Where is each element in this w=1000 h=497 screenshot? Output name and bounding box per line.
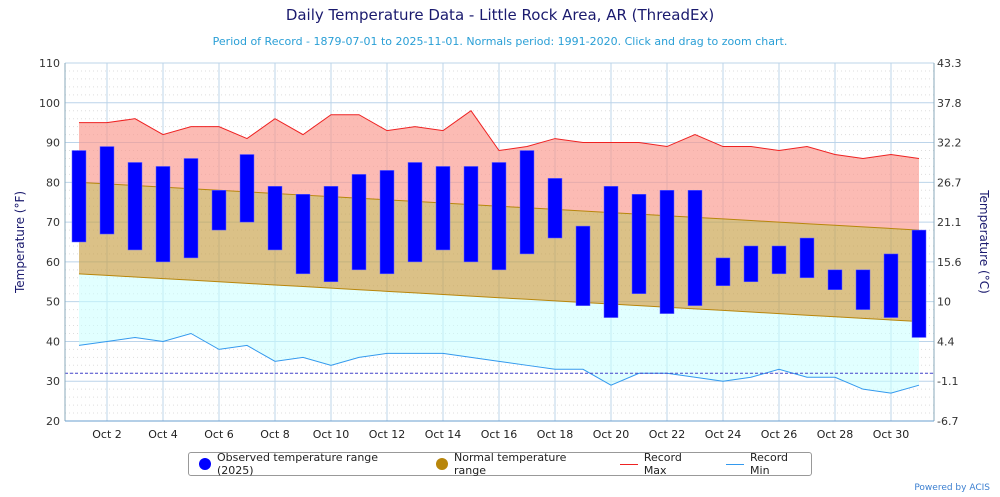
observed-bar[interactable] [127, 162, 143, 251]
observed-bar[interactable] [799, 237, 815, 279]
legend-record-max[interactable]: Record Max [619, 451, 708, 477]
y-right-tick-label: 43.3 [937, 57, 962, 70]
chart-title: Daily Temperature Data - Little Rock Are… [285, 6, 715, 24]
x-tick-label: Oct 14 [425, 428, 462, 441]
record-min-band [79, 273, 919, 394]
observed-bar[interactable] [407, 162, 423, 263]
y-right-tick-label: 15.6 [937, 256, 962, 269]
observed-bar[interactable] [267, 186, 283, 251]
x-tick-label: Oct 6 [204, 428, 234, 441]
observed-swatch [199, 458, 211, 470]
observed-bar[interactable] [743, 245, 759, 283]
y-right-tick-label: -6.7 [937, 415, 958, 428]
y-right-tick-label: 32.2 [937, 137, 962, 150]
observed-bar[interactable] [211, 190, 227, 231]
observed-bar[interactable] [855, 269, 871, 310]
x-tick-label: Oct 24 [705, 428, 742, 441]
legend-label: Observed temperature range (2025) [217, 451, 379, 477]
observed-bar[interactable] [547, 178, 563, 239]
observed-bar[interactable] [771, 245, 787, 275]
record-max-line [79, 110, 920, 159]
y-tick-label: 100 [39, 97, 60, 110]
legend: Observed temperature range (2025) Normal… [188, 451, 812, 477]
legend-observed[interactable]: Observed temperature range (2025) [199, 451, 418, 477]
y-tick-label: 20 [46, 415, 60, 428]
observed-bar[interactable] [883, 253, 899, 318]
x-tick-label: Oct 16 [481, 428, 518, 441]
observed-bar[interactable] [435, 166, 451, 251]
observed-bar[interactable] [323, 186, 339, 283]
y-right-tick-label: 37.8 [937, 97, 962, 110]
x-tick-label: Oct 2 [92, 428, 122, 441]
y-right-tick-label: -1.1 [937, 375, 958, 388]
observed-bar[interactable] [827, 269, 843, 290]
observed-bar[interactable] [239, 154, 255, 223]
legend-normal[interactable]: Normal temperature range [436, 451, 602, 477]
observed-bar[interactable] [911, 229, 927, 338]
y-tick-label: 70 [46, 216, 60, 229]
observed-bar[interactable] [659, 190, 675, 314]
y-tick-label: 80 [46, 176, 60, 189]
y-tick-label: 30 [46, 375, 60, 388]
x-tick-label: Oct 26 [761, 428, 798, 441]
observed-bar[interactable] [491, 162, 507, 271]
x-tick-label: Oct 30 [873, 428, 910, 441]
observed-bar[interactable] [631, 194, 647, 294]
y-right-tick-label: 26.7 [937, 176, 962, 189]
observed-bar[interactable] [183, 158, 199, 259]
x-tick-label: Oct 8 [260, 428, 290, 441]
observed-bar[interactable] [519, 150, 535, 255]
y-right-axis-title: Temperature (°C) [977, 189, 991, 294]
legend-label: Normal temperature range [454, 451, 567, 477]
observed-bar[interactable] [379, 170, 395, 275]
normal-swatch [436, 458, 448, 470]
observed-bar[interactable] [575, 225, 591, 306]
y-tick-label: 110 [39, 57, 60, 70]
y-tick-label: 90 [46, 137, 60, 150]
observed-bar[interactable] [715, 257, 731, 287]
observed-bar[interactable] [351, 174, 367, 271]
y-tick-label: 60 [46, 256, 60, 269]
observed-bar[interactable] [295, 194, 311, 275]
x-tick-label: Oct 28 [817, 428, 854, 441]
legend-label: Record Min [750, 451, 789, 477]
observed-bar[interactable] [687, 190, 703, 306]
y-right-tick-label: 4.4 [937, 335, 955, 348]
y-right-tick-label: 21.1 [937, 216, 962, 229]
x-tick-label: Oct 12 [369, 428, 406, 441]
x-tick-label: Oct 22 [649, 428, 686, 441]
record-max-swatch [619, 463, 638, 465]
x-tick-label: Oct 10 [313, 428, 350, 441]
observed-bar[interactable] [155, 166, 171, 263]
observed-bar[interactable] [71, 150, 87, 243]
legend-record-min[interactable]: Record Min [726, 451, 811, 477]
record-min-line [78, 332, 920, 394]
observed-bar[interactable] [463, 166, 479, 263]
observed-bar[interactable] [99, 146, 115, 235]
y-tick-label: 50 [46, 296, 60, 309]
x-tick-label: Oct 20 [593, 428, 630, 441]
x-tick-label: Oct 18 [537, 428, 574, 441]
y-right-tick-label: 10 [937, 296, 951, 309]
record-min-swatch [726, 463, 745, 465]
chart-subtitle: Period of Record - 1879-07-01 to 2025-11… [212, 35, 788, 48]
credit-link[interactable]: Powered by ACIS [914, 483, 990, 493]
y-axis-title: Temperature (°F) [13, 191, 27, 294]
normal-low-line [78, 273, 920, 323]
observed-bar[interactable] [603, 186, 619, 318]
legend-label: Record Max [643, 451, 682, 477]
y-tick-label: 40 [46, 335, 60, 348]
x-tick-label: Oct 4 [148, 428, 178, 441]
